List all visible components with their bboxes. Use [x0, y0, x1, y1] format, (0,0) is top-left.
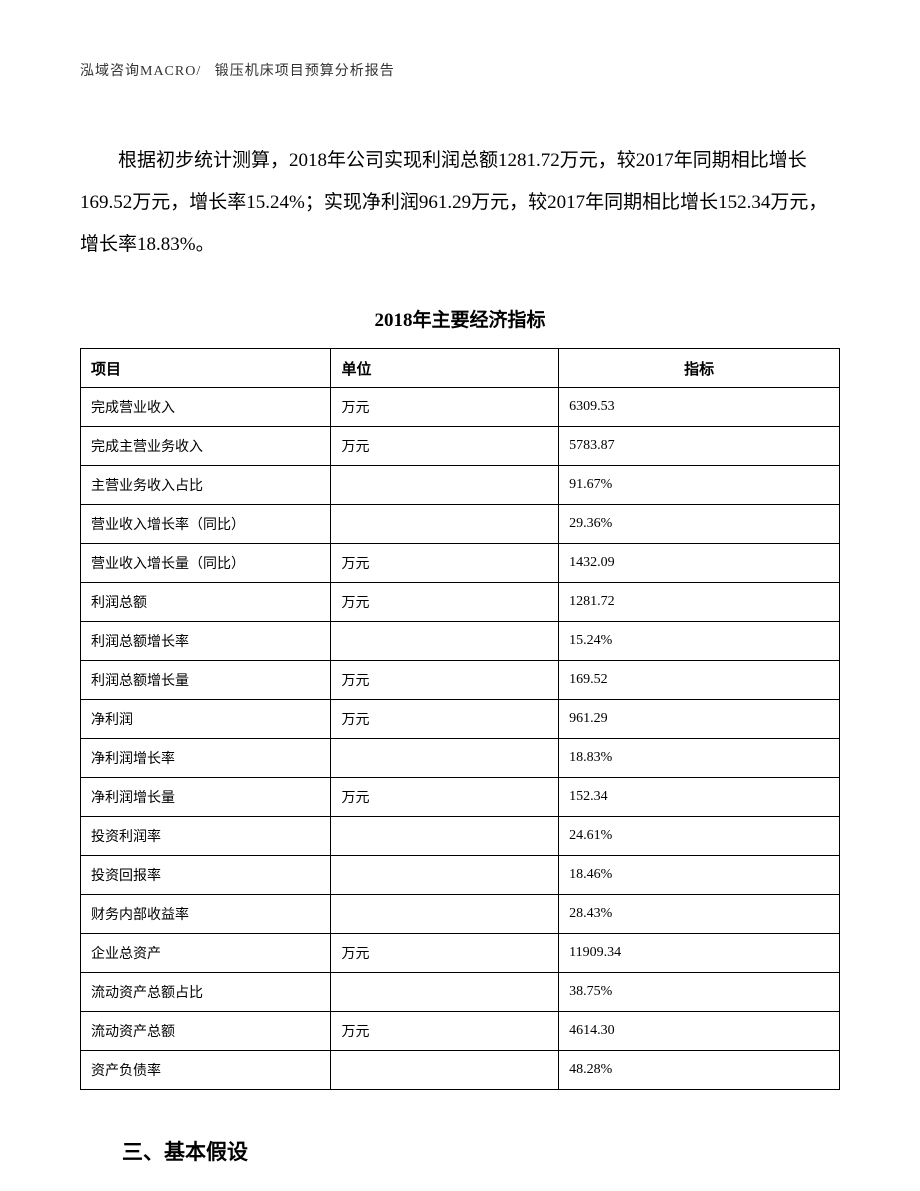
cell-indicator: 28.43% [559, 895, 840, 934]
cell-item: 流动资产总额占比 [81, 973, 331, 1012]
cell-unit: 万元 [331, 427, 559, 466]
table-row: 营业收入增长率（同比） 29.36% [81, 505, 840, 544]
summary-paragraph: 根据初步统计测算，2018年公司实现利润总额1281.72万元，较2017年同期… [80, 140, 840, 265]
cell-item: 投资回报率 [81, 856, 331, 895]
page-header: 泓域咨询MACRO/ 锻压机床项目预算分析报告 [80, 60, 840, 80]
cell-item: 营业收入增长量（同比） [81, 544, 331, 583]
cell-item: 利润总额增长量 [81, 661, 331, 700]
cell-indicator: 11909.34 [559, 934, 840, 973]
cell-indicator: 24.61% [559, 817, 840, 856]
cell-item: 财务内部收益率 [81, 895, 331, 934]
table-row: 资产负债率 48.28% [81, 1051, 840, 1090]
table-row: 净利润增长量万元152.34 [81, 778, 840, 817]
table-row: 营业收入增长量（同比）万元1432.09 [81, 544, 840, 583]
table-title: 2018年主要经济指标 [80, 305, 840, 332]
cell-item: 流动资产总额 [81, 1012, 331, 1051]
cell-indicator: 4614.30 [559, 1012, 840, 1051]
col-header-item: 项目 [81, 349, 331, 388]
cell-indicator: 29.36% [559, 505, 840, 544]
col-header-unit: 单位 [331, 349, 559, 388]
cell-item: 投资利润率 [81, 817, 331, 856]
table-row: 利润总额增长量万元169.52 [81, 661, 840, 700]
table-row: 流动资产总额万元4614.30 [81, 1012, 840, 1051]
cell-item: 净利润增长率 [81, 739, 331, 778]
cell-indicator: 38.75% [559, 973, 840, 1012]
table-header-row: 项目 单位 指标 [81, 349, 840, 388]
cell-item: 利润总额增长率 [81, 622, 331, 661]
cell-item: 资产负债率 [81, 1051, 331, 1090]
cell-indicator: 48.28% [559, 1051, 840, 1090]
header-left: 泓域咨询MACRO/ [80, 64, 201, 79]
cell-item: 完成主营业务收入 [81, 427, 331, 466]
cell-unit [331, 856, 559, 895]
cell-indicator: 18.83% [559, 739, 840, 778]
cell-indicator: 5783.87 [559, 427, 840, 466]
cell-item: 利润总额 [81, 583, 331, 622]
cell-unit [331, 466, 559, 505]
col-header-indicator: 指标 [559, 349, 840, 388]
cell-item: 净利润增长量 [81, 778, 331, 817]
cell-indicator: 15.24% [559, 622, 840, 661]
cell-item: 企业总资产 [81, 934, 331, 973]
cell-unit: 万元 [331, 778, 559, 817]
cell-indicator: 961.29 [559, 700, 840, 739]
cell-unit [331, 817, 559, 856]
cell-indicator: 1432.09 [559, 544, 840, 583]
table-row: 净利润万元961.29 [81, 700, 840, 739]
table-row: 利润总额万元1281.72 [81, 583, 840, 622]
cell-unit: 万元 [331, 700, 559, 739]
section-heading: 三、基本假设 [80, 1136, 840, 1166]
cell-unit [331, 739, 559, 778]
cell-indicator: 152.34 [559, 778, 840, 817]
header-right: 锻压机床项目预算分析报告 [215, 64, 395, 79]
cell-indicator: 91.67% [559, 466, 840, 505]
table-row: 企业总资产万元11909.34 [81, 934, 840, 973]
table-row: 投资回报率 18.46% [81, 856, 840, 895]
cell-unit: 万元 [331, 1012, 559, 1051]
table-row: 利润总额增长率 15.24% [81, 622, 840, 661]
cell-unit: 万元 [331, 934, 559, 973]
cell-unit: 万元 [331, 583, 559, 622]
cell-unit: 万元 [331, 544, 559, 583]
cell-item: 净利润 [81, 700, 331, 739]
cell-unit: 万元 [331, 661, 559, 700]
table-row: 净利润增长率 18.83% [81, 739, 840, 778]
cell-item: 完成营业收入 [81, 388, 331, 427]
cell-unit [331, 973, 559, 1012]
cell-unit [331, 622, 559, 661]
table-row: 投资利润率 24.61% [81, 817, 840, 856]
cell-indicator: 169.52 [559, 661, 840, 700]
cell-indicator: 18.46% [559, 856, 840, 895]
cell-indicator: 1281.72 [559, 583, 840, 622]
cell-unit [331, 1051, 559, 1090]
cell-indicator: 6309.53 [559, 388, 840, 427]
cell-unit [331, 505, 559, 544]
table-row: 流动资产总额占比 38.75% [81, 973, 840, 1012]
cell-unit [331, 895, 559, 934]
table-row: 主营业务收入占比 91.67% [81, 466, 840, 505]
cell-item: 主营业务收入占比 [81, 466, 331, 505]
document-page: 泓域咨询MACRO/ 锻压机床项目预算分析报告 根据初步统计测算，2018年公司… [0, 0, 920, 1191]
cell-item: 营业收入增长率（同比） [81, 505, 331, 544]
table-row: 完成主营业务收入万元5783.87 [81, 427, 840, 466]
cell-unit: 万元 [331, 388, 559, 427]
table-row: 完成营业收入万元6309.53 [81, 388, 840, 427]
indicators-table: 项目 单位 指标 完成营业收入万元6309.53完成主营业务收入万元5783.8… [80, 348, 840, 1090]
table-row: 财务内部收益率 28.43% [81, 895, 840, 934]
